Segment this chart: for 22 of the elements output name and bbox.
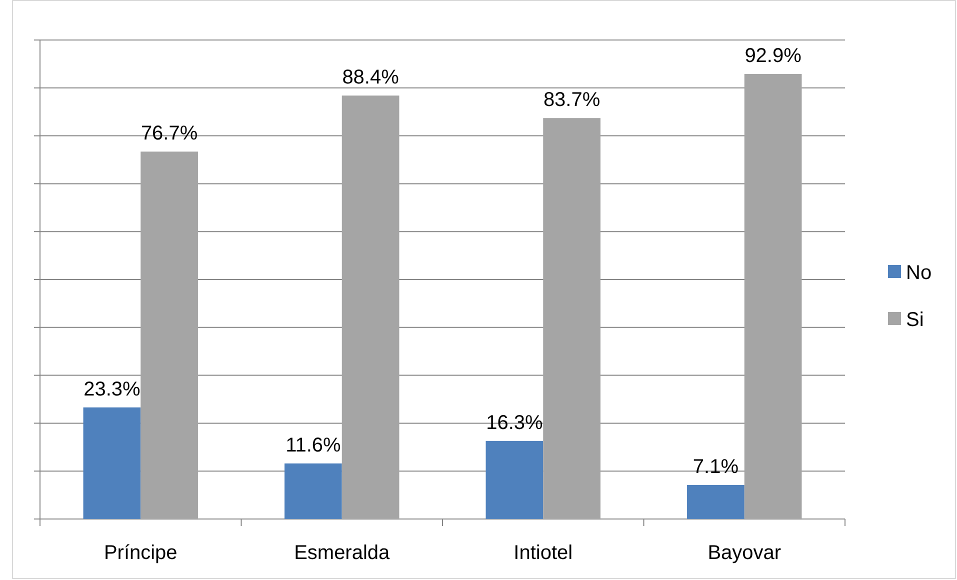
legend-label: No bbox=[906, 262, 932, 284]
x-tick-label: Bayovar bbox=[708, 542, 782, 564]
data-label: 11.6% bbox=[286, 434, 342, 456]
x-tick-label: Intiotel bbox=[514, 542, 573, 564]
bar bbox=[543, 118, 600, 519]
data-label: 92.9% bbox=[744, 45, 802, 68]
legend-label: Si bbox=[906, 309, 924, 331]
bar bbox=[83, 407, 141, 519]
data-label: 83.7% bbox=[543, 89, 600, 112]
data-label: 23.3% bbox=[84, 378, 141, 400]
data-label: 16.3% bbox=[486, 412, 544, 434]
data-label: 76.7% bbox=[140, 122, 198, 145]
data-label: 88.4% bbox=[342, 66, 400, 89]
bar bbox=[284, 463, 342, 519]
bar bbox=[140, 152, 198, 519]
x-tick-label: Príncipe bbox=[104, 542, 178, 564]
bar bbox=[486, 440, 544, 519]
bar bbox=[744, 74, 802, 519]
x-tick-label: Esmeralda bbox=[294, 542, 391, 564]
bar bbox=[342, 96, 400, 519]
bar bbox=[687, 484, 744, 519]
data-label: 7.1% bbox=[692, 456, 739, 478]
